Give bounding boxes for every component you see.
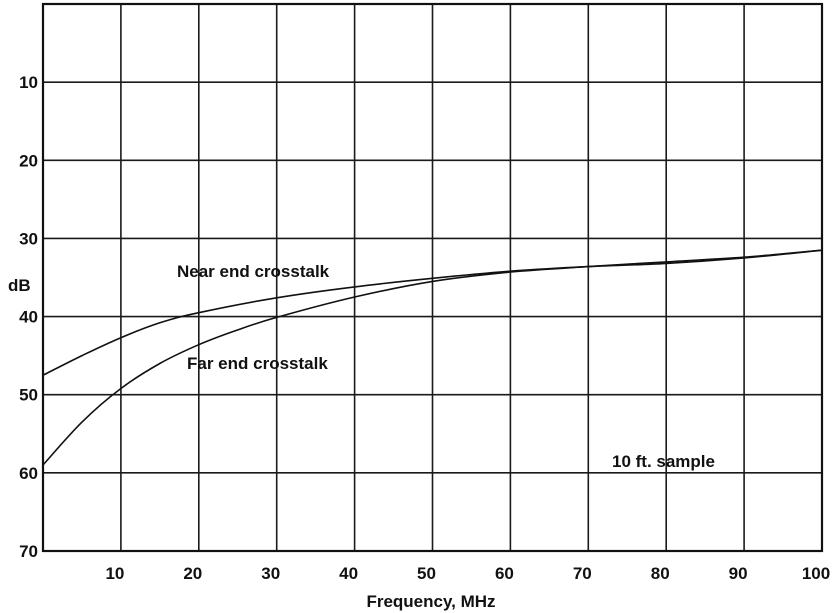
x-tick-label: 40 (339, 564, 358, 583)
x-tick-label: 100 (802, 564, 830, 583)
y-tick-labels: 10 20 30 40 50 60 70 (19, 73, 38, 561)
y-tick-label: 20 (19, 151, 38, 170)
sample-annotation: 10 ft. sample (612, 452, 715, 471)
x-tick-label: 90 (729, 564, 748, 583)
y-tick-label: 30 (19, 229, 38, 248)
x-tick-label: 80 (651, 564, 670, 583)
far-end-crosstalk-label: Far end crosstalk (187, 354, 328, 373)
y-tick-label: 40 (19, 308, 38, 327)
x-tick-label: 60 (495, 564, 514, 583)
y-tick-label: 10 (19, 73, 38, 92)
near-end-crosstalk-line (42, 249, 823, 376)
x-tick-label: 10 (105, 564, 124, 583)
x-tick-label: 70 (573, 564, 592, 583)
curves (42, 249, 823, 466)
far-end-crosstalk-line (42, 249, 823, 466)
y-tick-label: 60 (19, 464, 38, 483)
x-axis-title: Frequency, MHz (366, 592, 495, 611)
x-tick-label: 30 (261, 564, 280, 583)
y-axis-title: dB (8, 276, 31, 295)
near-end-crosstalk-label: Near end crosstalk (177, 262, 330, 281)
x-tick-label: 20 (183, 564, 202, 583)
plot-frame (41, 2, 824, 553)
y-tick-label: 50 (19, 386, 38, 405)
annotations: Near end crosstalk Far end crosstalk 10 ft… (177, 262, 715, 471)
x-tick-labels: 10 20 30 40 50 60 70 80 90 100 (105, 564, 830, 583)
y-tick-label: 70 (19, 542, 38, 561)
x-tick-label: 50 (417, 564, 436, 583)
